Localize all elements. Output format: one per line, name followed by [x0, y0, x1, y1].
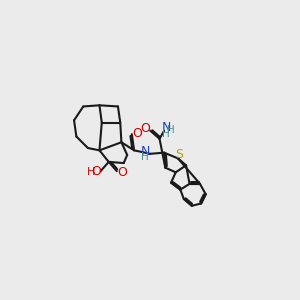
Text: H: H [167, 125, 175, 135]
Text: N: N [161, 122, 171, 134]
Text: H: H [87, 167, 95, 177]
Text: N: N [140, 146, 150, 158]
Text: O: O [140, 122, 150, 135]
Text: O: O [91, 165, 101, 178]
Text: O: O [117, 166, 127, 179]
Text: H: H [162, 129, 170, 139]
Text: S: S [175, 148, 183, 161]
Text: O: O [132, 127, 142, 140]
Text: H: H [141, 152, 149, 162]
